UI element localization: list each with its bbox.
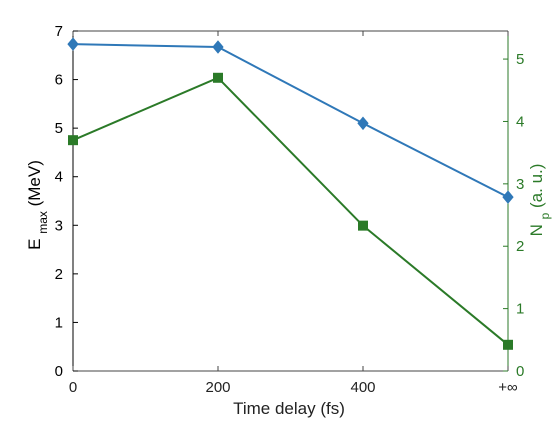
green-square-point	[68, 135, 78, 146]
blue-series-line	[72, 43, 509, 199]
green-square-point	[503, 339, 513, 350]
left-y-tick-label: 1	[55, 314, 63, 331]
x-tick-label: 400	[350, 379, 375, 396]
x-tick-label: +∞	[498, 379, 518, 396]
left-y-tick-label: 2	[55, 266, 63, 283]
left-y-axis-label-unit: (MeV)	[25, 160, 44, 206]
right-y-tick-label: 2	[516, 238, 524, 255]
right-y-axis-label-sub: p	[538, 212, 552, 219]
right-y-tick-label: 0	[516, 363, 524, 380]
left-y-tick-label: 7	[55, 23, 63, 40]
left-y-tick-label: 3	[55, 217, 63, 234]
left-y-tick-label: 0	[55, 363, 63, 380]
axes-layer	[72, 30, 509, 372]
left-y-tick-label: 6	[55, 72, 63, 89]
green-square-point	[213, 72, 223, 83]
x-axis-label: Time delay (fs)	[233, 399, 345, 418]
right-y-axis-label: N p (a. u.)	[527, 164, 552, 237]
left-y-tick-label: 5	[55, 120, 63, 137]
blue-diamond-point	[357, 116, 369, 131]
right-y-axis-label-main: N	[527, 224, 546, 236]
right-y-axis-label-unit: (a. u.)	[527, 164, 546, 208]
left-y-axis-label: E max (MeV)	[25, 160, 50, 250]
green-series-line	[72, 76, 509, 346]
labels-layer: Time delay (fs) E max (MeV) N p (a. u.)	[25, 160, 552, 418]
right-y-tick-label: 5	[516, 51, 524, 68]
right-y-tick-label: 4	[516, 113, 524, 130]
x-tick-label: 0	[69, 379, 77, 396]
green-square-point	[358, 220, 368, 231]
series-layer	[67, 37, 514, 350]
blue-diamond-point	[212, 40, 224, 54]
left-y-axis-label-main: E	[25, 239, 44, 250]
left-y-axis-label-sub: max	[36, 211, 50, 234]
blue-diamond-point	[502, 190, 514, 204]
blue-diamond-point	[67, 37, 79, 51]
right-y-tick-label: 1	[516, 301, 524, 318]
right-y-tick-label: 3	[516, 176, 524, 193]
x-tick-label: 200	[205, 379, 230, 396]
left-y-tick-label: 4	[55, 169, 63, 186]
